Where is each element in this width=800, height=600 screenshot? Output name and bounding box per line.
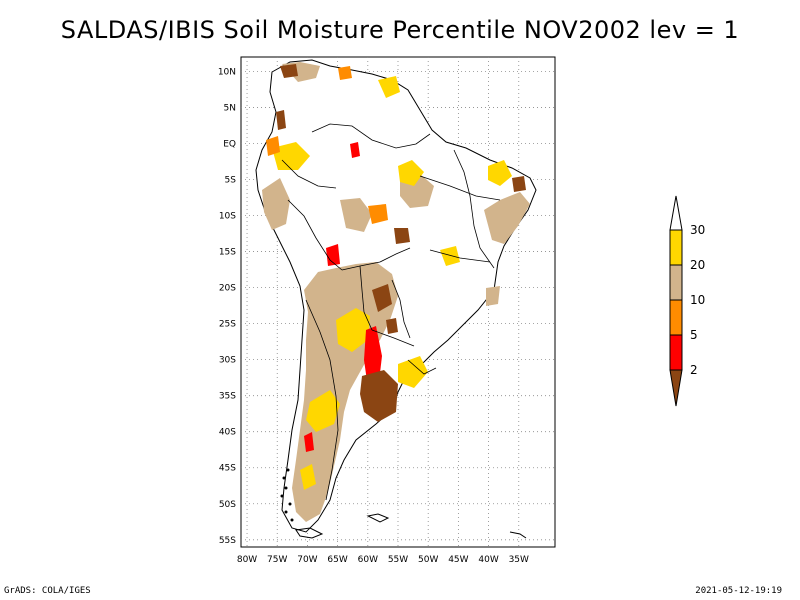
lat-tick-label: 50S xyxy=(219,500,236,510)
region-20-30 xyxy=(398,356,428,388)
region-below-2 xyxy=(386,318,398,334)
region-10-20 xyxy=(340,198,372,232)
map-title: SALDAS/IBIS Soil Moisture Percentile NOV… xyxy=(60,16,740,44)
region-20-30 xyxy=(398,160,424,186)
legend-label: 30 xyxy=(690,223,705,237)
legend-labels: 2 5 10 20 30 xyxy=(690,223,705,377)
region-2-5 xyxy=(304,432,314,452)
region-20-30 xyxy=(300,464,316,490)
lat-tick-label: 10N xyxy=(218,67,236,77)
region-20-30 xyxy=(306,390,340,432)
region-10-20 xyxy=(484,192,530,244)
islands xyxy=(295,513,527,539)
lat-tick-label: 40S xyxy=(219,428,236,438)
region-5-10 xyxy=(338,66,352,80)
lon-tick-label: 75W xyxy=(267,555,287,565)
lon-tick-label: 60W xyxy=(358,555,378,565)
lon-tick-label: 40W xyxy=(478,555,498,565)
lat-tick-label: 45S xyxy=(219,464,236,474)
region-10-20 xyxy=(262,178,290,230)
legend-label: 2 xyxy=(690,363,698,377)
region-2-5 xyxy=(350,142,360,158)
longitude-labels: 80W 75W 70W 65W 60W 55W 50W 45W 40W 35W xyxy=(237,555,529,565)
lon-tick-label: 55W xyxy=(388,555,408,565)
region-10-20 xyxy=(292,262,398,522)
country-borders xyxy=(281,123,501,501)
region-20-30 xyxy=(336,308,370,352)
lon-tick-label: 50W xyxy=(418,555,438,565)
region-5-10 xyxy=(266,136,280,156)
legend-swatch-above-30 xyxy=(669,195,683,231)
footer-credit: GrADS: COLA/IGES xyxy=(4,586,91,596)
region-5-10 xyxy=(368,204,388,224)
lon-tick-label: 70W xyxy=(297,555,317,565)
region-below-2 xyxy=(372,284,392,312)
lat-tick-label: 30S xyxy=(219,356,236,366)
region-20-30 xyxy=(488,160,512,186)
legend-label: 20 xyxy=(690,258,705,272)
region-20-30 xyxy=(272,142,310,170)
lat-tick-label: 5N xyxy=(224,103,236,113)
legend-swatch-20-30 xyxy=(669,229,683,266)
lat-tick-label: 35S xyxy=(219,392,236,402)
falkland-islands xyxy=(366,513,390,523)
lat-tick-label: EQ xyxy=(223,139,236,149)
region-10-20 xyxy=(486,286,500,306)
latitude-labels: 10N 5N EQ 5S 10S 15S 20S 25S 30S 35S 40S 45S 50S 55S xyxy=(218,67,236,545)
lat-tick-label: 5S xyxy=(225,176,237,186)
moisture-regions xyxy=(262,62,530,522)
lon-tick-label: 65W xyxy=(327,555,347,565)
lat-tick-label: 25S xyxy=(219,320,236,330)
region-2-5 xyxy=(326,244,340,266)
lat-tick-label: 15S xyxy=(219,248,236,258)
region-below-2 xyxy=(394,228,410,244)
legend-swatch-5-10 xyxy=(669,299,683,336)
legend-colorbar xyxy=(669,195,683,407)
region-20-30 xyxy=(440,246,460,266)
region-below-2 xyxy=(280,64,298,78)
lat-tick-label: 55S xyxy=(219,536,236,546)
chilean-archipelago xyxy=(280,468,294,522)
south-georgia xyxy=(509,531,527,539)
footer-timestamp: 2021-05-12-19:19 xyxy=(695,586,782,596)
region-20-30 xyxy=(378,76,400,98)
legend-label: 10 xyxy=(690,293,705,307)
lon-tick-label: 45W xyxy=(448,555,468,565)
lon-tick-label: 35W xyxy=(509,555,529,565)
legend-swatch-below-2 xyxy=(669,369,683,407)
tierra-del-fuego xyxy=(295,527,324,539)
region-below-2 xyxy=(512,176,526,192)
region-below-2 xyxy=(360,370,398,422)
lat-tick-label: 20S xyxy=(219,284,236,294)
legend-swatch-2-5 xyxy=(669,334,683,371)
legend-swatch-10-20 xyxy=(669,264,683,301)
lat-tick-label: 10S xyxy=(219,212,236,222)
lon-tick-label: 80W xyxy=(237,555,257,565)
legend-label: 5 xyxy=(690,328,698,342)
region-below-2 xyxy=(276,110,286,130)
